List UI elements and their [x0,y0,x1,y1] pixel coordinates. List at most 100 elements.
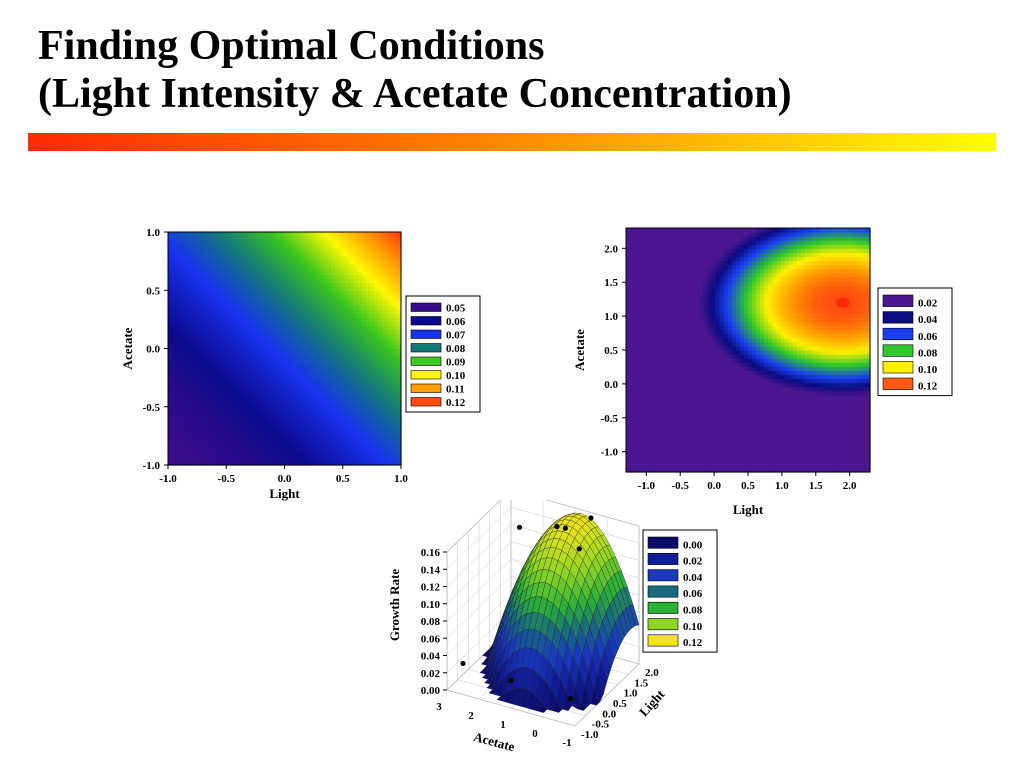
contour-cell [168,352,173,357]
contour-cell [385,364,390,369]
contour-cell [650,406,656,412]
contour-cell [191,344,196,350]
contour-cell [389,402,394,408]
contour-cell [195,441,200,447]
contour-cell [218,437,223,443]
contour-cell [358,239,363,245]
contour-cell [358,301,363,307]
contour-cell [206,309,212,315]
contour-cell [284,402,289,408]
contour-cell [658,337,664,343]
contour-cell [257,294,262,299]
contour-cell [711,248,717,253]
contour-cell [171,255,177,260]
contour-cell [300,286,305,291]
contour-cell [292,441,297,447]
contour-cell [350,298,355,303]
contour-cell [385,360,390,365]
contour-cell [218,360,223,365]
contour-cell [191,259,196,264]
contour-cell [257,255,262,260]
contour-cell [346,364,352,369]
contour-cell [703,447,708,453]
contour-cell [237,449,243,454]
contour-cell [654,337,660,343]
contour-cell [265,259,270,264]
contour-cell [183,406,189,412]
contour-cell [678,406,684,412]
contour-cell [323,340,328,346]
contour-cell [389,356,394,361]
contour-cell [195,305,200,311]
contour-cell [691,276,696,282]
contour-cell [654,293,660,298]
contour-cell [707,301,712,306]
contour-cell [711,350,717,355]
contour-cell [646,443,651,449]
contour-cell [303,270,309,276]
contour-cell [168,298,173,303]
contour-cell [626,313,631,319]
contour-cell [358,348,363,353]
contour-cell [183,263,189,268]
contour-cell [630,467,635,473]
contour-cell [699,370,704,375]
contour-cell [691,411,696,416]
contour-cell [662,439,668,445]
contour-cell [687,463,692,469]
contour-cell [393,430,398,435]
contour-cell [210,453,216,458]
contour-cell [366,445,371,451]
contour-cell [385,371,390,377]
contour-cell [358,235,363,241]
contour-cell [682,289,688,294]
contour-cell [257,410,262,416]
contour-cell [691,350,696,355]
contour-cell [280,410,286,416]
contour-cell [183,445,189,451]
contour-cell [234,301,239,307]
contour-cell [385,232,390,237]
contour-cell [369,449,375,454]
contour-cell [385,278,390,284]
contour-cell [362,332,367,338]
contour-cell [381,309,387,315]
contour-cell [300,433,305,439]
contour-cell [171,375,177,381]
contour-cell [715,459,721,465]
contour-cell [300,367,305,373]
contour-cell [253,294,258,299]
contour-cell [272,441,278,447]
contour-cell [658,439,664,445]
contour-cell [377,270,383,276]
contour-cell [707,451,712,457]
contour-cell [666,427,672,432]
contour-cell [715,345,721,351]
contour-cell [276,364,282,369]
contour-cell [284,251,289,256]
contour-cell [249,329,255,334]
contour-cell [358,266,363,272]
contour-cell [687,451,692,457]
contour-cell [338,387,344,392]
contour-cell [646,447,651,453]
contour-cell [175,294,181,299]
contour-cell [707,427,712,432]
contour-cell [654,305,660,310]
contour-cell [175,352,181,357]
contour-cell [691,293,696,298]
contour-cell [646,390,651,396]
contour-cell [703,333,708,339]
contour-cell [650,439,656,445]
contour-cell [292,332,297,338]
contour-cell [183,414,189,419]
contour-cell [222,371,227,377]
contour-cell [654,427,660,432]
contour-cell [199,437,204,443]
contour-cell [226,263,231,268]
contour-cell [234,398,239,404]
contour-cell [393,313,398,319]
contour-cell [638,341,643,347]
contour-cell [670,402,676,408]
contour-cell [703,289,708,294]
